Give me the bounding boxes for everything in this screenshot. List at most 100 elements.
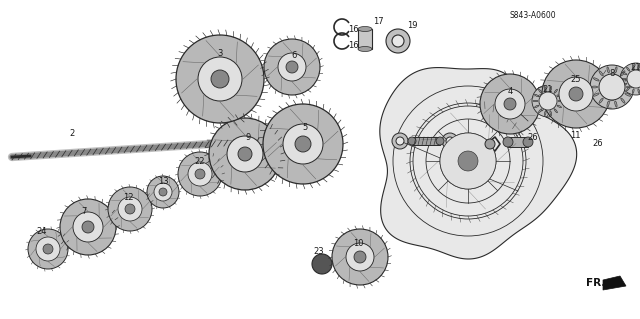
- Circle shape: [569, 87, 583, 101]
- Circle shape: [125, 204, 135, 214]
- Circle shape: [532, 85, 564, 117]
- Circle shape: [559, 77, 593, 111]
- Circle shape: [283, 124, 323, 164]
- Circle shape: [485, 139, 495, 149]
- Ellipse shape: [615, 67, 617, 73]
- Text: 11: 11: [570, 131, 580, 140]
- Circle shape: [396, 137, 404, 145]
- Text: 22: 22: [195, 158, 205, 167]
- Text: 21: 21: [631, 63, 640, 71]
- Text: 3: 3: [218, 49, 223, 58]
- Circle shape: [60, 199, 116, 255]
- Circle shape: [209, 118, 281, 190]
- Circle shape: [504, 98, 516, 110]
- Bar: [508, 137, 528, 147]
- Ellipse shape: [599, 98, 603, 103]
- Circle shape: [542, 60, 610, 128]
- Ellipse shape: [593, 78, 599, 81]
- Circle shape: [263, 104, 343, 184]
- Text: 7: 7: [81, 206, 86, 216]
- Circle shape: [495, 89, 525, 119]
- Circle shape: [590, 65, 634, 109]
- Ellipse shape: [503, 137, 513, 147]
- Bar: [412, 137, 440, 145]
- Circle shape: [43, 244, 53, 254]
- Ellipse shape: [593, 93, 599, 96]
- Text: 17: 17: [372, 17, 383, 26]
- Ellipse shape: [625, 93, 630, 96]
- Circle shape: [286, 61, 298, 73]
- Circle shape: [159, 188, 167, 196]
- Text: 16: 16: [348, 41, 358, 50]
- Ellipse shape: [621, 78, 626, 80]
- Circle shape: [442, 133, 458, 149]
- Ellipse shape: [539, 89, 542, 93]
- Ellipse shape: [554, 109, 557, 113]
- Circle shape: [227, 136, 263, 172]
- Circle shape: [28, 229, 68, 269]
- Text: 12: 12: [123, 192, 133, 202]
- Text: 9: 9: [245, 132, 251, 142]
- Ellipse shape: [544, 86, 546, 91]
- Ellipse shape: [632, 64, 634, 69]
- Ellipse shape: [544, 111, 546, 115]
- Ellipse shape: [591, 86, 598, 88]
- Text: 25: 25: [571, 75, 581, 84]
- Ellipse shape: [638, 64, 640, 69]
- Ellipse shape: [557, 105, 561, 108]
- Circle shape: [332, 229, 388, 285]
- Circle shape: [36, 237, 60, 261]
- Circle shape: [211, 70, 229, 88]
- Ellipse shape: [358, 26, 372, 32]
- Circle shape: [176, 35, 264, 123]
- Ellipse shape: [638, 89, 640, 93]
- Circle shape: [198, 57, 242, 101]
- Ellipse shape: [632, 89, 634, 93]
- Text: 5: 5: [302, 122, 308, 131]
- Ellipse shape: [558, 100, 563, 102]
- Ellipse shape: [621, 71, 625, 76]
- Ellipse shape: [539, 109, 542, 113]
- Ellipse shape: [627, 87, 630, 91]
- Ellipse shape: [599, 71, 603, 76]
- Ellipse shape: [408, 137, 416, 145]
- Circle shape: [386, 29, 410, 53]
- Ellipse shape: [358, 47, 372, 51]
- Circle shape: [73, 212, 103, 242]
- Circle shape: [440, 133, 496, 189]
- Circle shape: [346, 243, 374, 271]
- Ellipse shape: [523, 137, 533, 147]
- Circle shape: [278, 53, 306, 81]
- Text: 4: 4: [508, 86, 513, 95]
- Circle shape: [392, 35, 404, 47]
- Circle shape: [195, 169, 205, 179]
- Circle shape: [264, 39, 320, 95]
- Circle shape: [480, 74, 540, 134]
- Circle shape: [599, 74, 625, 100]
- Ellipse shape: [554, 89, 557, 93]
- Circle shape: [118, 197, 142, 221]
- Circle shape: [178, 152, 222, 196]
- Text: 19: 19: [407, 20, 417, 29]
- Ellipse shape: [623, 72, 627, 75]
- Ellipse shape: [607, 101, 609, 107]
- Circle shape: [154, 183, 172, 201]
- Ellipse shape: [623, 83, 627, 86]
- Text: 10: 10: [353, 240, 364, 249]
- Text: 24: 24: [36, 226, 47, 235]
- Text: 13: 13: [157, 177, 168, 187]
- Circle shape: [108, 187, 152, 231]
- Ellipse shape: [627, 67, 630, 71]
- Ellipse shape: [533, 100, 538, 102]
- Ellipse shape: [627, 86, 633, 88]
- Ellipse shape: [621, 98, 625, 103]
- Circle shape: [82, 221, 94, 233]
- Circle shape: [627, 70, 640, 88]
- Ellipse shape: [534, 94, 539, 97]
- Text: FR.: FR.: [586, 278, 605, 288]
- Text: 2: 2: [69, 130, 75, 138]
- Circle shape: [312, 254, 332, 274]
- Ellipse shape: [550, 86, 552, 91]
- Circle shape: [458, 151, 478, 171]
- Text: 8: 8: [609, 70, 614, 78]
